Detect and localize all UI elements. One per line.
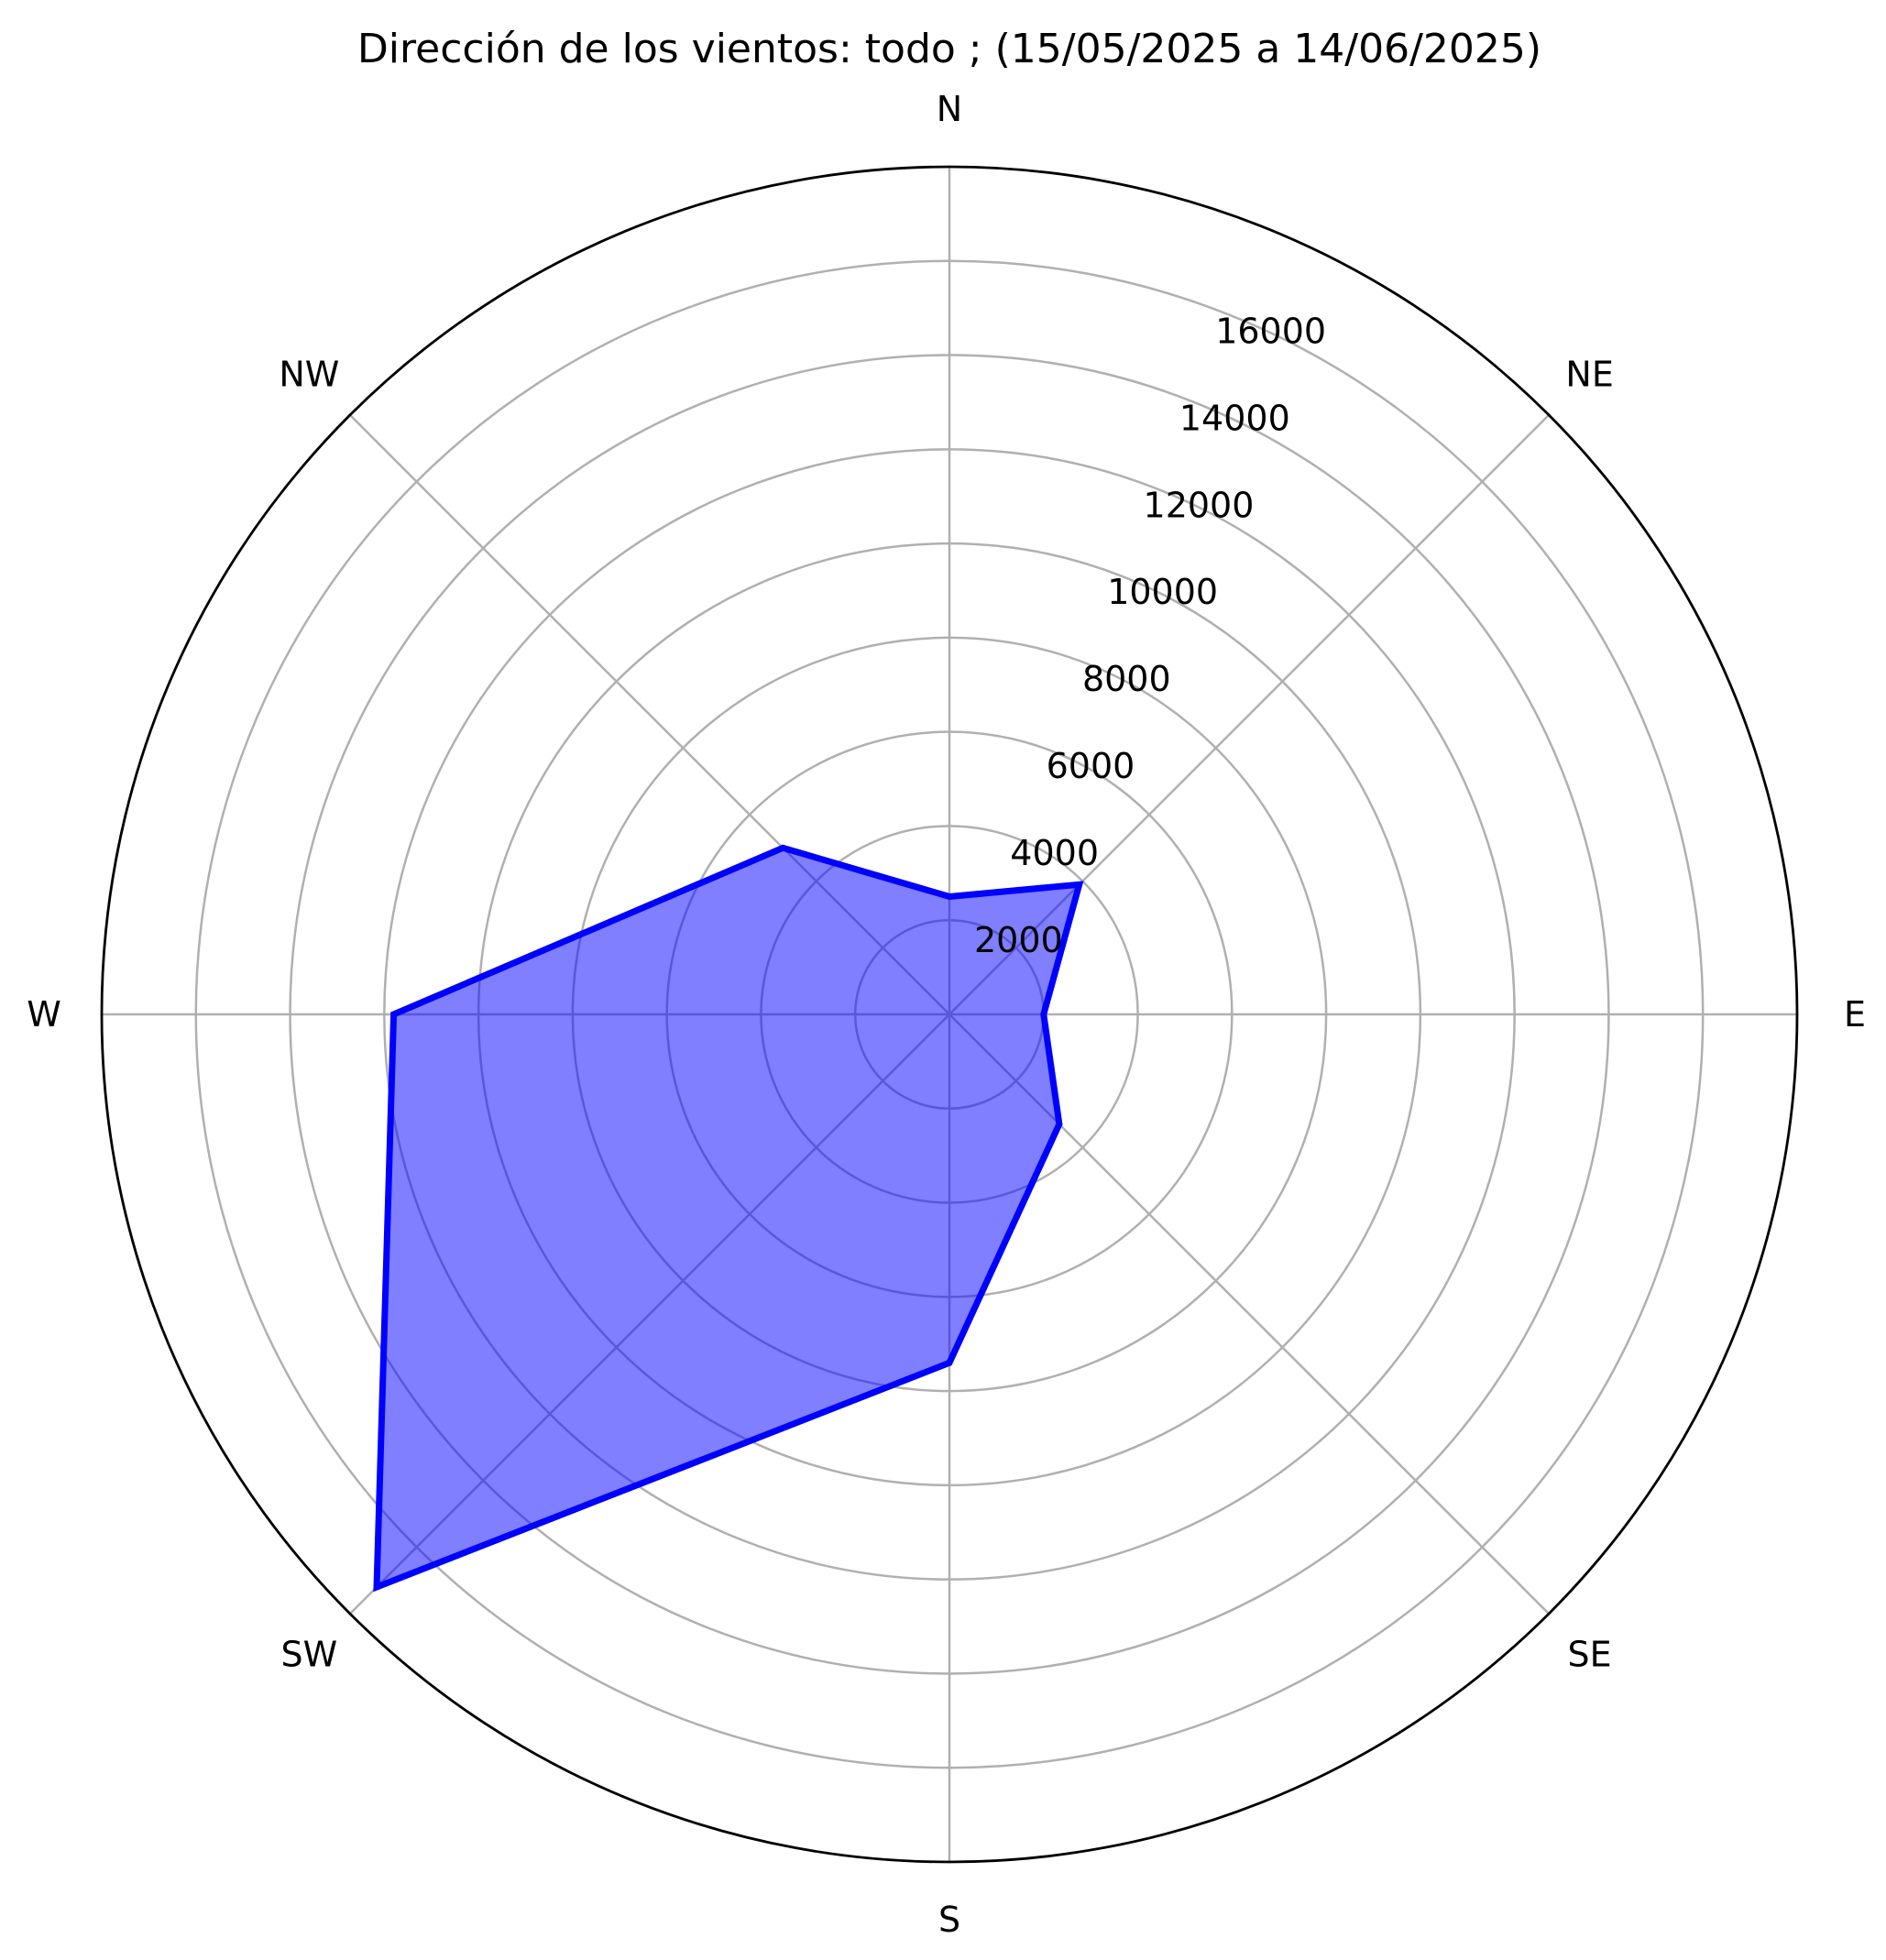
r-tick-label-8000: 8000 <box>1082 659 1171 699</box>
wind-frequency-area <box>373 844 1084 1593</box>
data-series-layer <box>373 844 1084 1593</box>
outer-frame <box>100 165 1799 1864</box>
r-tick-label-6000: 6000 <box>1047 746 1135 786</box>
direction-label-e: E <box>1844 994 1866 1035</box>
direction-label-n: N <box>937 89 962 129</box>
direction-label-sw: SW <box>281 1635 338 1675</box>
direction-label-nw: NW <box>279 354 339 394</box>
direction-label-se: SE <box>1568 1635 1612 1675</box>
r-tick-label-10000: 10000 <box>1107 572 1218 612</box>
r-tick-label-16000: 16000 <box>1215 311 1326 351</box>
label-layer: N NE E SE S SW W NW 2000 4000 6000 8000 10000 12000 14… <box>27 89 1866 1940</box>
direction-label-ne: NE <box>1565 354 1613 394</box>
r-tick-label-12000: 12000 <box>1144 485 1255 525</box>
r-tick-label-14000: 14000 <box>1179 398 1290 438</box>
r-tick-label-4000: 4000 <box>1010 833 1099 873</box>
r-tick-label-2000: 2000 <box>974 920 1063 960</box>
direction-label-w: W <box>27 994 61 1035</box>
direction-label-s: S <box>938 1900 960 1940</box>
chart-title: Dirección de los vientos: todo ; (15/05/… <box>357 26 1541 72</box>
